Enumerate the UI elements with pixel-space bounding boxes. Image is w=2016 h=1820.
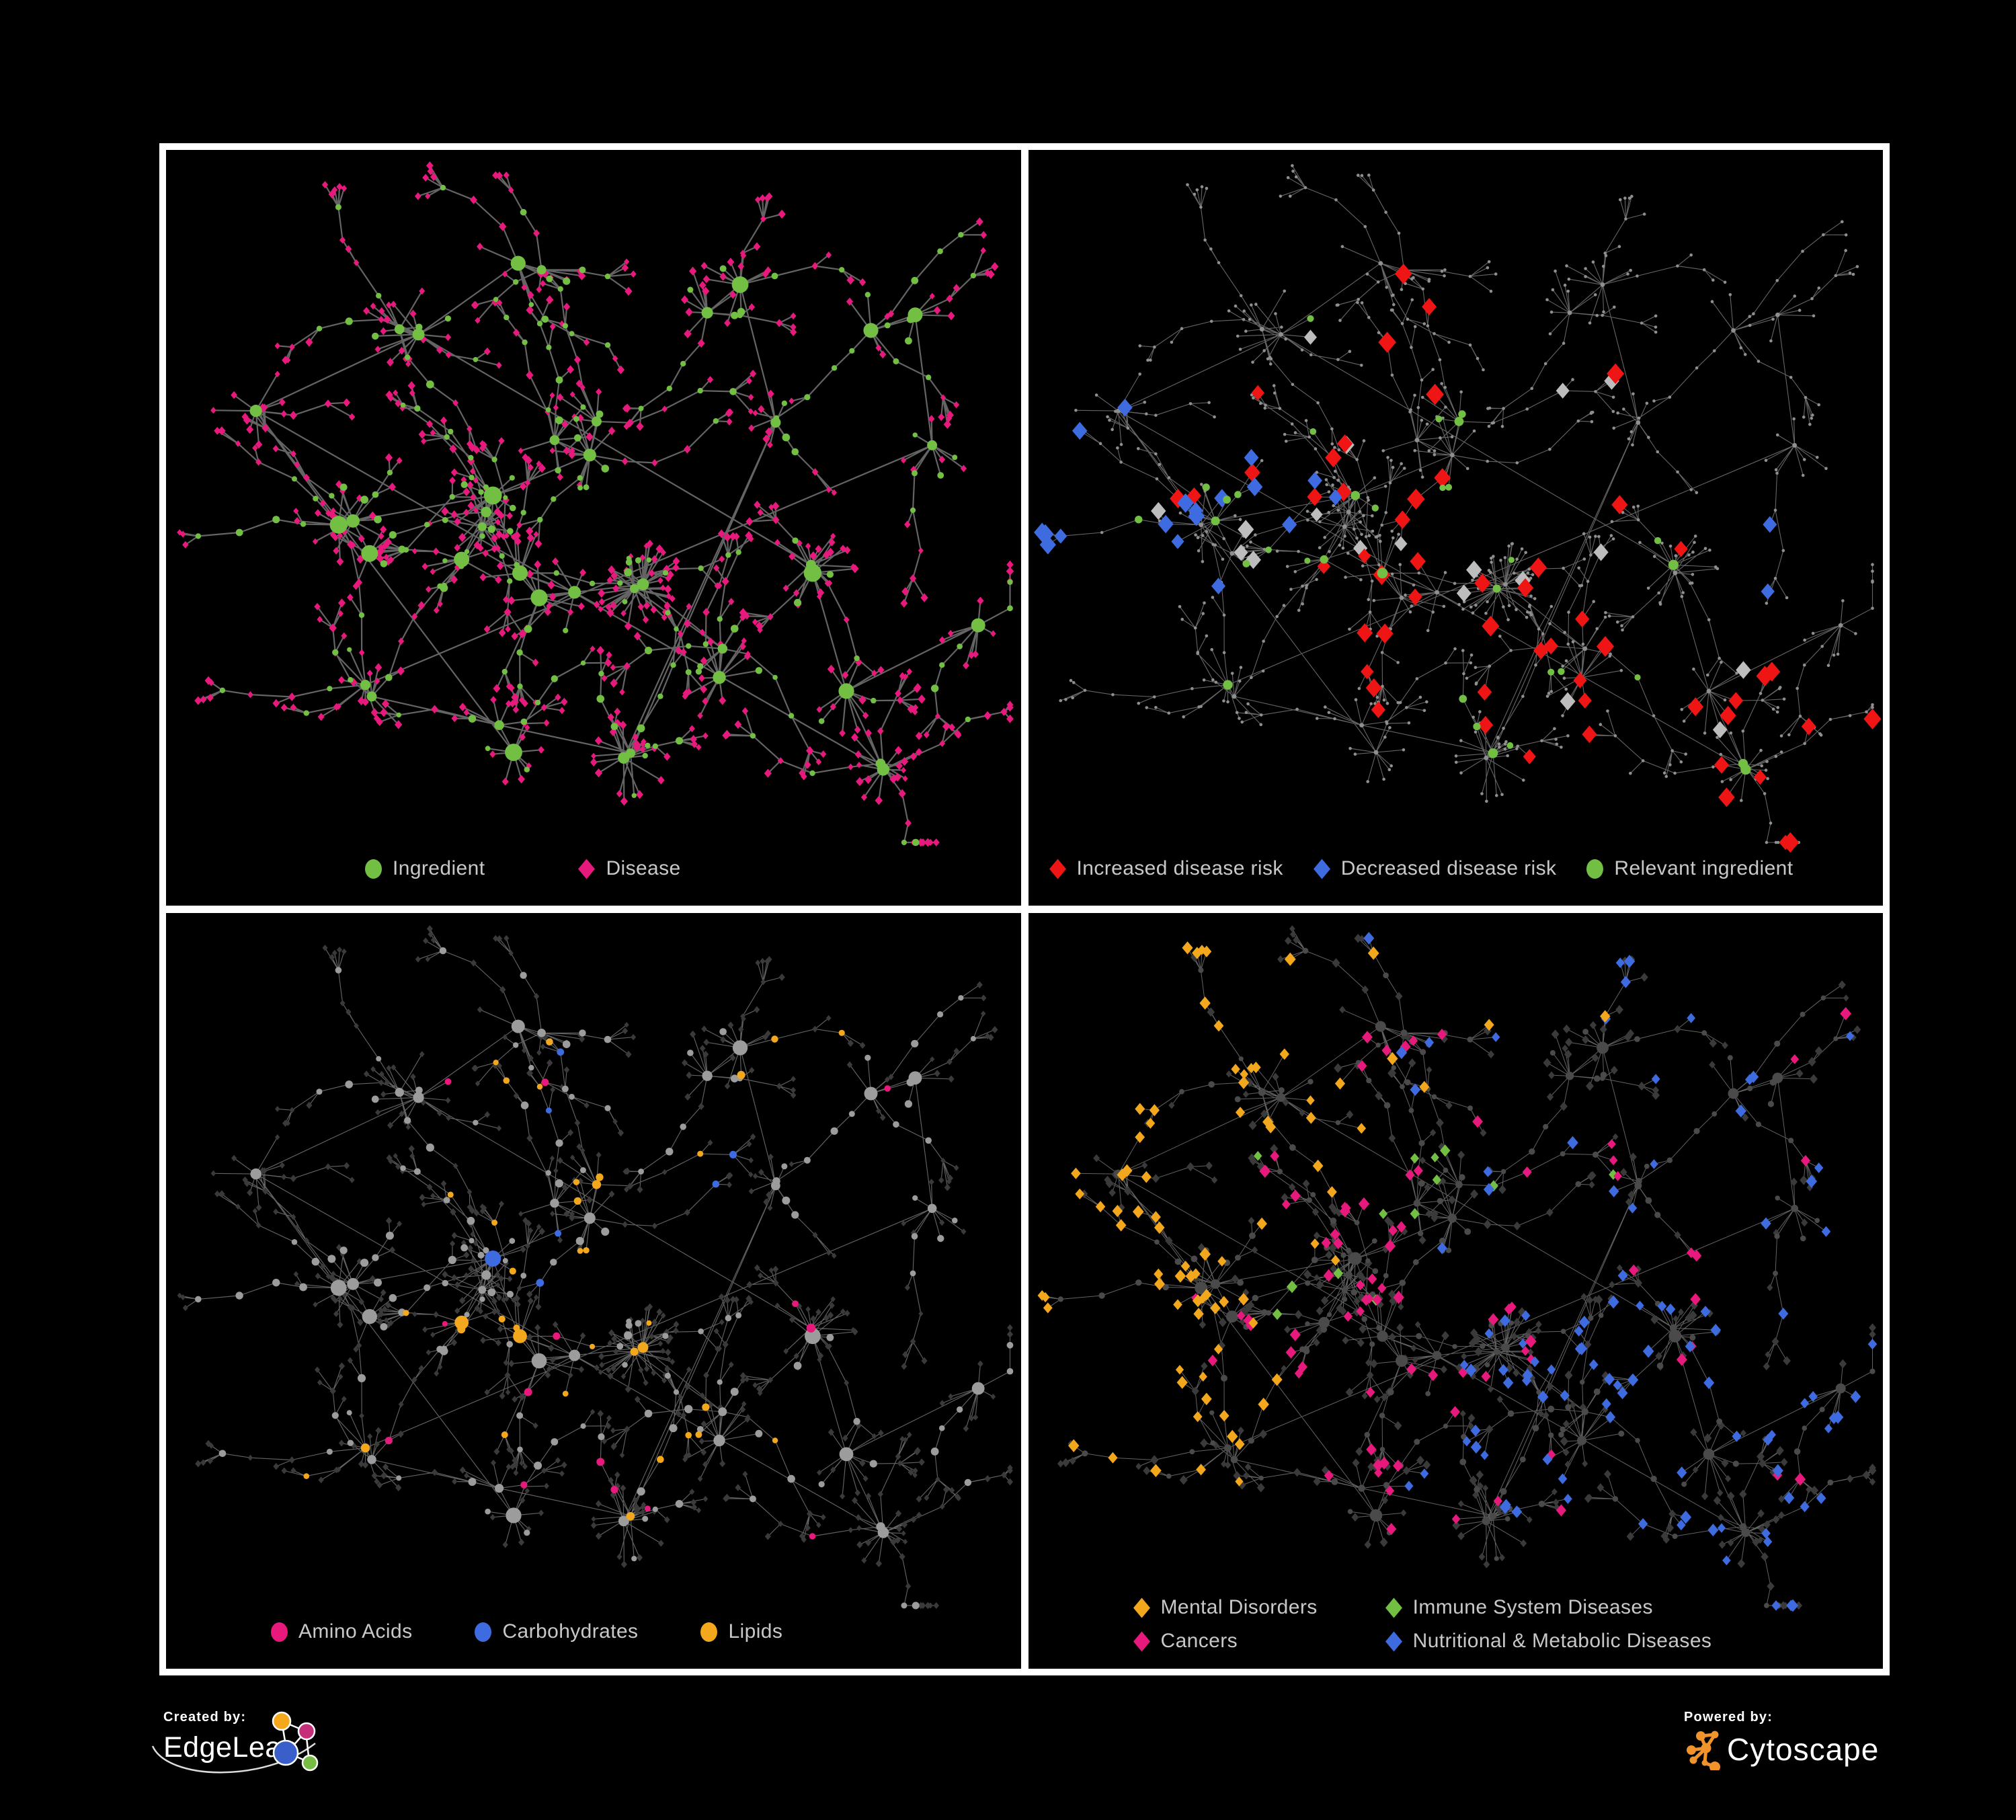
legend-label: Carbohydrates [502, 1620, 639, 1643]
edges [179, 928, 1011, 1606]
legend-diamond-icon [1385, 1631, 1402, 1651]
figure-grid: Ingredient Disease Increased disease risk… [159, 143, 1890, 1675]
nodes [177, 161, 1014, 847]
nodes [177, 925, 1014, 1610]
legend-label: Lipids [728, 1620, 783, 1643]
legend-disease-classes: Mental Disorders Immune System Diseases Ca… [1133, 1596, 1712, 1653]
legend-label: Disease [606, 857, 681, 879]
created-by-label: Created by: [163, 1710, 247, 1725]
legend-item-amino-acids: Amino Acids [270, 1620, 412, 1643]
legend-label: Amino Acids [298, 1620, 413, 1643]
panel-nutrient-classes: Amino Acids Carbohydrates Lipids [166, 913, 1021, 1669]
edges [1041, 928, 1873, 1606]
legend-item-mental-disorders: Mental Disorders [1133, 1596, 1318, 1619]
nodes [1033, 164, 1882, 853]
legend-circle-icon [365, 859, 382, 879]
edges [179, 165, 1011, 844]
legend-item-immune-system-diseases: Immune System Diseases [1385, 1596, 1712, 1619]
network-graph-ingredient-disease [177, 161, 1014, 847]
legend-label: Ingredient [393, 857, 485, 879]
legend-diamond-icon [1049, 859, 1066, 879]
edgeleap-brand: EdgeLeap [163, 1731, 298, 1764]
legend-circle-icon [475, 1622, 492, 1642]
legend-item-lipids: Lipids [700, 1620, 782, 1643]
edges [1041, 165, 1873, 843]
legend-label: Nutritional & Metabolic Diseases [1412, 1630, 1712, 1652]
network-graph-nutrient-classes [177, 925, 1014, 1610]
legend-nutrient-classes: Amino Acids Carbohydrates Lipids [166, 1620, 1021, 1643]
legend-label: Cancers [1160, 1630, 1238, 1652]
legend-label: Decreased disease risk [1340, 857, 1557, 879]
legend-item-relevant-ingredient: Relevant ingredient [1586, 857, 1793, 880]
legend-circle-icon [1586, 859, 1604, 879]
network-graph-disease-classes [1037, 925, 1877, 1612]
legend-circle-icon [271, 1622, 288, 1642]
legend-item-disease: Disease [577, 857, 680, 880]
legend-item-carbohydrates: Carbohydrates [474, 1620, 638, 1643]
legend-diamond-icon [1385, 1597, 1402, 1618]
legend-item-ingredient: Ingredient [364, 857, 485, 880]
legend-item-increased-disease-risk: Increased disease risk [1049, 857, 1283, 880]
cytoscape-brand: Cytoscape [1727, 1732, 1880, 1767]
nodes [1037, 925, 1877, 1612]
panel-ingredient-disease: Ingredient Disease [166, 150, 1021, 906]
legend-circle-icon [700, 1622, 718, 1642]
legend-label: Relevant ingredient [1614, 857, 1793, 879]
legend-ingredient-disease: Ingredient Disease [166, 857, 1021, 880]
cytoscape-logo-icon [1687, 1731, 1720, 1770]
powered-by-label: Powered by: [1684, 1710, 1773, 1725]
legend-disease-risk: Increased disease risk Decreased disease … [1029, 857, 1884, 880]
legend-diamond-icon [578, 859, 596, 879]
cytoscape-credit: Powered by: Cytoscape [1684, 1710, 1879, 1770]
legend-label: Mental Disorders [1160, 1596, 1318, 1618]
network-graph-disease-risk [1033, 164, 1882, 853]
legend-item-cancers: Cancers [1133, 1630, 1318, 1653]
legend-label: Increased disease risk [1076, 857, 1283, 879]
edgeleap-credit: Created by: EdgeLeap [151, 1710, 319, 1774]
panel-disease-classes: Mental Disorders Immune System Diseases Ca… [1028, 913, 1883, 1669]
legend-label: Immune System Diseases [1412, 1596, 1653, 1618]
legend-diamond-icon [1313, 859, 1330, 879]
legend-item-decreased-disease-risk: Decreased disease risk [1313, 857, 1557, 880]
legend-diamond-icon [1133, 1631, 1150, 1651]
panel-disease-risk: Increased disease risk Decreased disease … [1028, 150, 1884, 906]
legend-diamond-icon [1133, 1597, 1150, 1618]
legend-item-nutritional-metabolic-diseases: Nutritional & Metabolic Diseases [1385, 1630, 1712, 1653]
